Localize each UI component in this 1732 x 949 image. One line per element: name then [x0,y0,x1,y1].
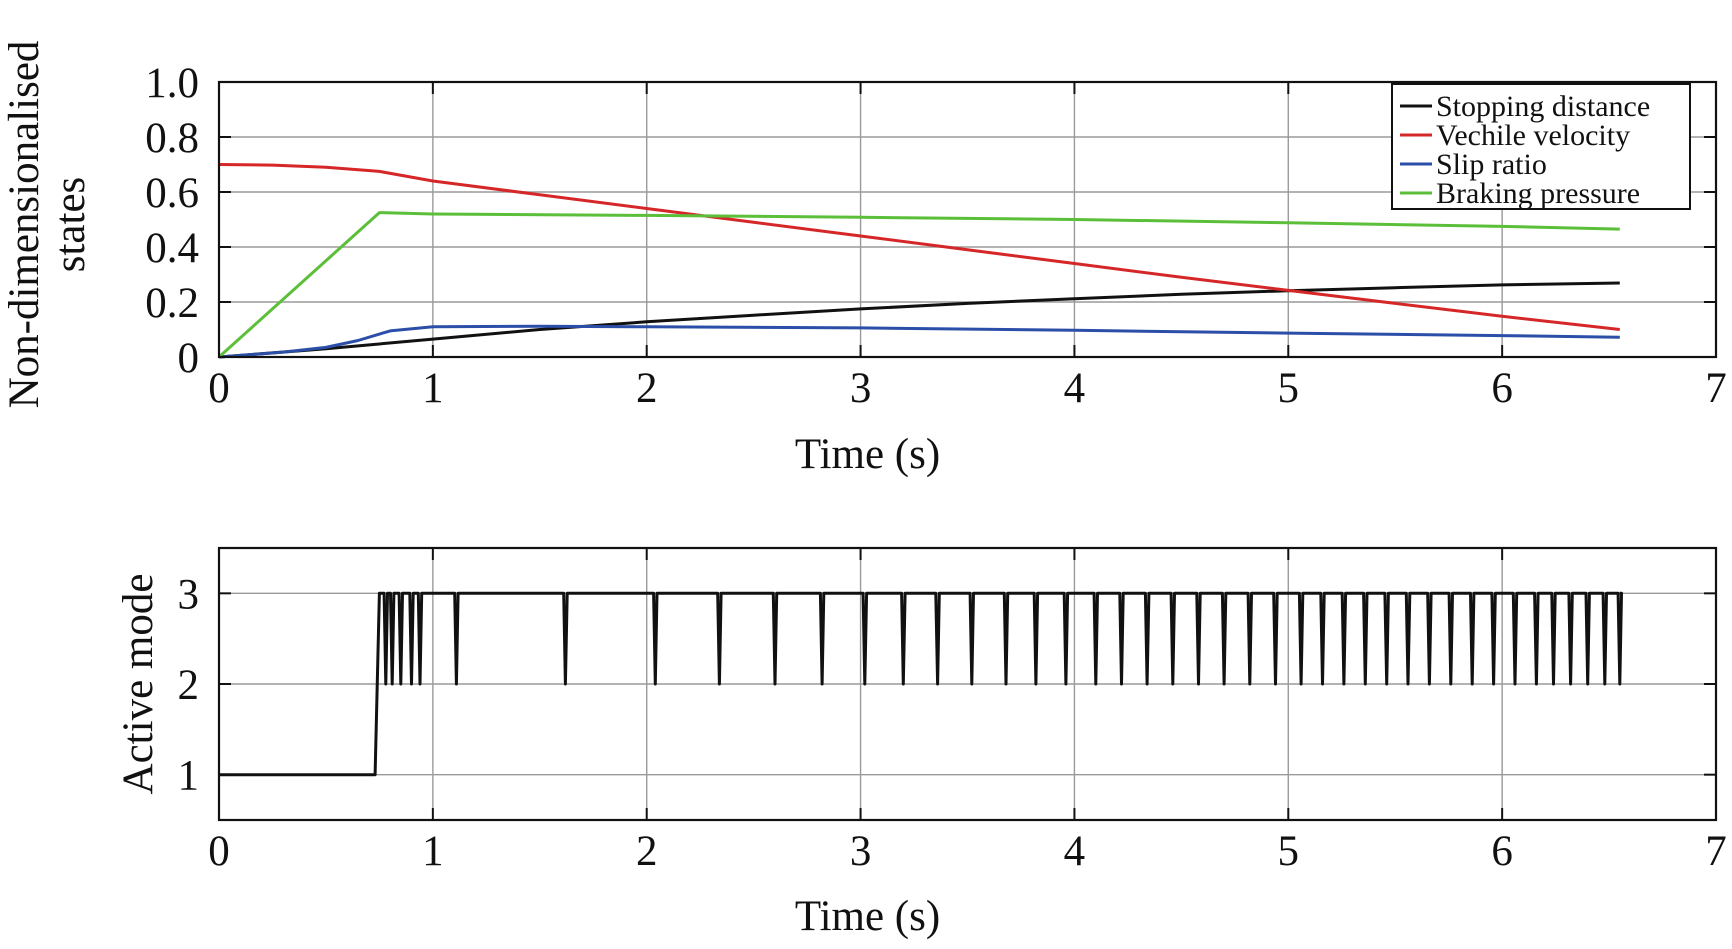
x-tick-label: 6 [1491,365,1513,412]
x-tick-label: 2 [636,365,658,412]
ticks: 0 1 2 3 4 5 6 700.20.40.60.81.0 [145,60,1727,412]
x-tick-label: 3 [850,365,872,412]
x-tick-label: 5 [1278,828,1300,875]
x-tick-label: 1 [422,365,444,412]
x-tick-label: 4 [1064,365,1086,412]
x-tick-label: 2 [636,828,658,875]
axes-frame [217,80,1718,359]
series-group [219,591,1623,777]
x-tick-label: 1 [422,828,444,875]
y-tick-label: 2 [178,662,200,709]
x-tick-label: 6 [1491,828,1513,875]
y-tick-label: 0.2 [145,280,199,327]
y-tick-label: 0.6 [145,170,199,217]
legend-box [1391,83,1691,210]
x-tick-label: 4 [1064,828,1086,875]
series-line-active-mode [219,591,1623,777]
y-tick-label: 1 [178,753,200,800]
y-axis-label: Active mode [115,574,162,795]
series-line-slip-ratio [218,324,1620,359]
x-axis-label: Time (s) [795,893,940,940]
y-tick-label: 0.8 [145,115,199,162]
legend-label: Vechile velocity [1436,119,1630,152]
legend-label: Braking pressure [1436,177,1640,210]
legend-label: Stopping distance [1436,90,1650,123]
y-axis-label-line: Non-dimensionalised [1,41,48,409]
y-tick-label: 1.0 [145,60,199,107]
series-line-vechile-velocity [218,163,1620,331]
x-tick-label: 3 [850,828,872,875]
y-axis-label: Non-dimensionalisedstates [1,41,94,409]
series-group [217,163,1620,359]
y-axis-label-line: states [47,177,94,273]
x-axis-label: Time (s) [795,431,940,478]
x-tick-label: 0 [208,365,230,412]
y-tick-label: 3 [178,571,200,618]
x-tick-label: 0 [208,828,230,875]
legend-label: Slip ratio [1436,148,1547,181]
y-tick-label: 0.4 [145,225,199,272]
series-line-braking-pressure [217,211,1620,359]
x-tick-label: 7 [1705,828,1727,875]
x-tick-label: 5 [1278,365,1300,412]
series-line-stopping-distance [218,281,1620,359]
y-tick-label: 0 [178,335,200,382]
x-tick-label: 7 [1705,365,1727,412]
